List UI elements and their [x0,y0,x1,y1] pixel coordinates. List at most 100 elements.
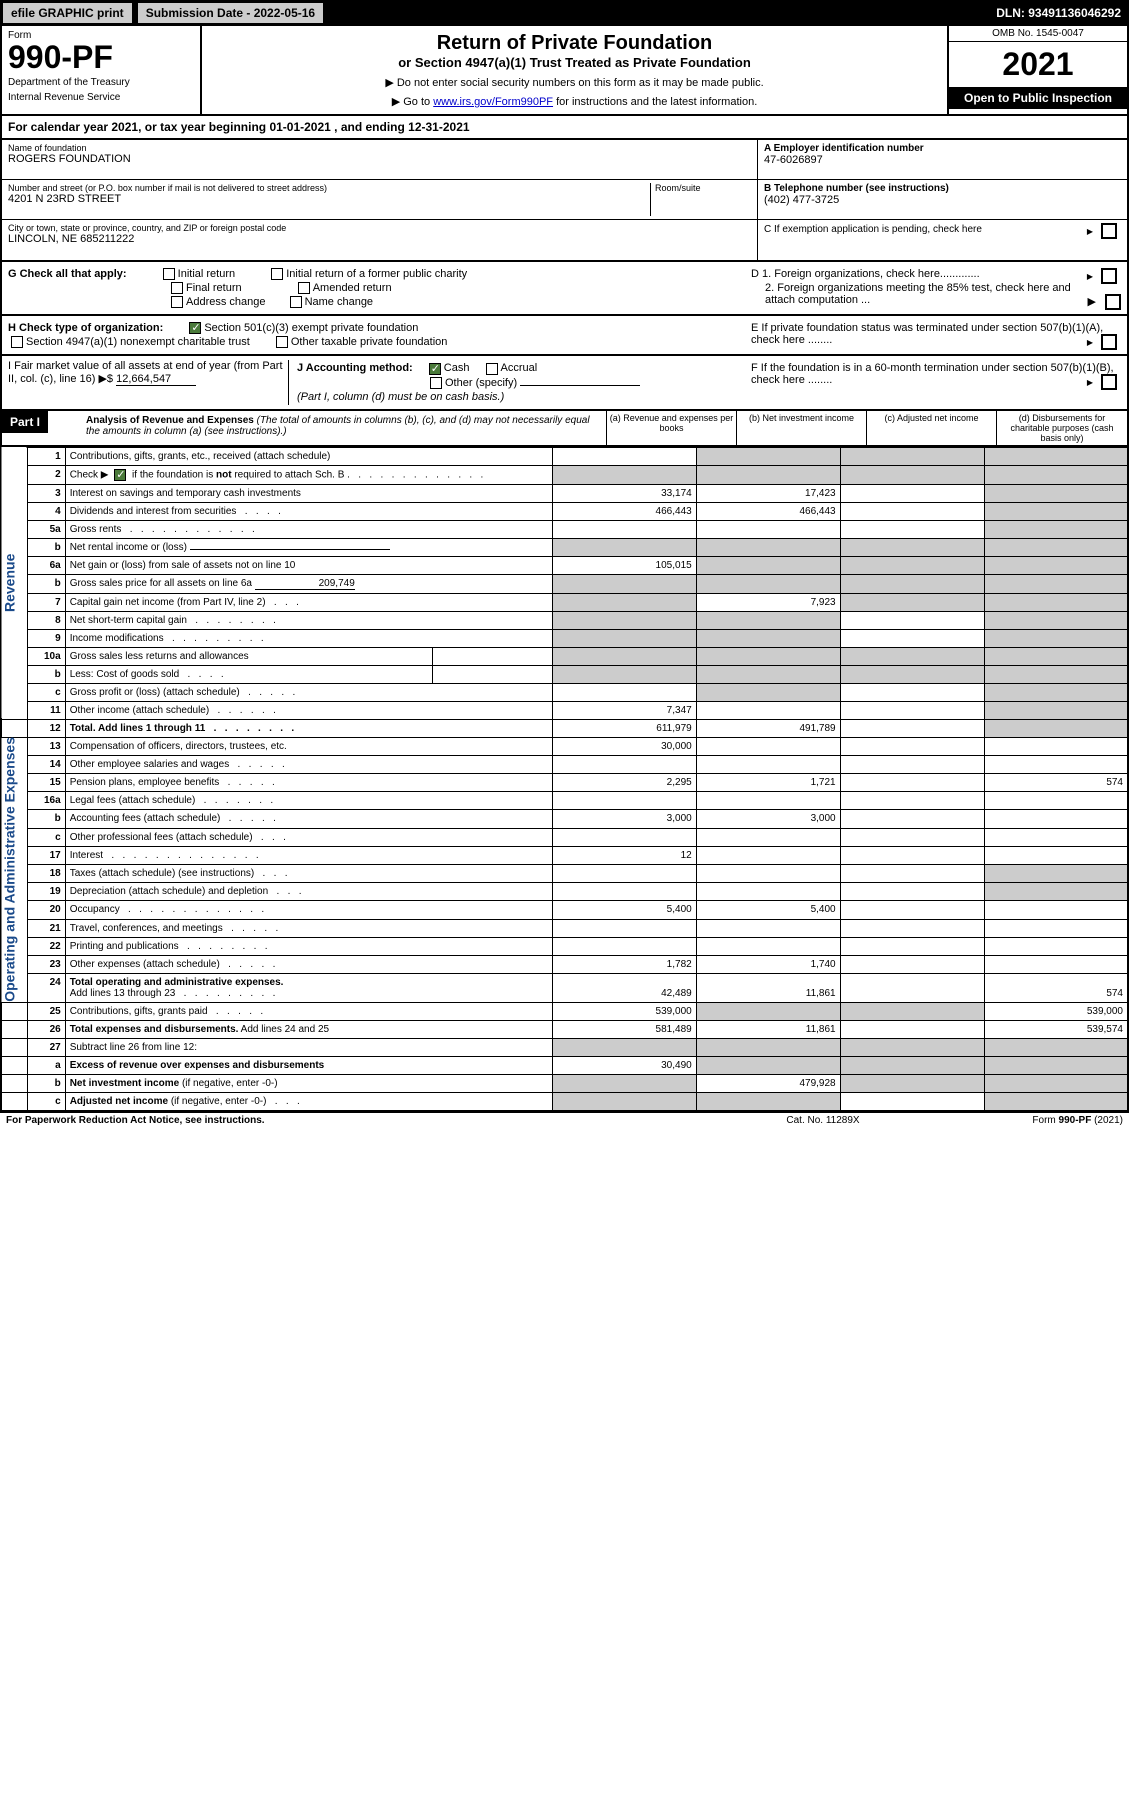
c-checkbox[interactable] [1101,223,1117,239]
j-other-checkbox[interactable] [430,377,442,389]
street-address: 4201 N 23RD STREET [8,193,646,205]
row-num: 16a [28,792,66,810]
row-desc: Income modifications . . . . . . . . . [65,629,552,647]
g4-label: Amended return [313,282,392,294]
phone-row: B Telephone number (see instructions) (4… [758,180,1127,220]
ein-row: A Employer identification number 47-6026… [758,140,1127,180]
row-num: 22 [28,937,66,955]
g-final-checkbox[interactable] [171,282,183,294]
j-cash-checkbox[interactable] [429,363,441,375]
h-501c3-checkbox[interactable] [189,322,201,334]
row-desc: Compensation of officers, directors, tru… [65,737,552,755]
row-num: 2 [28,465,66,484]
row-num: a [28,1057,66,1075]
info-left: Name of foundation ROGERS FOUNDATION Num… [2,140,757,260]
row-num: 18 [28,864,66,882]
dln-label: DLN: 93491136046292 [996,6,1127,20]
row-desc: Occupancy . . . . . . . . . . . . . [65,901,552,919]
phone-value: (402) 477-3725 [764,194,1121,206]
row-desc: Taxes (attach schedule) (see instruction… [65,864,552,882]
row-num: b [28,665,66,683]
cell-val: 33,174 [552,484,696,502]
top-bar: efile GRAPHIC print Submission Date - 20… [0,0,1129,26]
row-desc: Less: Cost of goods sold . . . . [65,665,552,683]
row-desc: Net investment income (if negative, ente… [65,1075,552,1093]
row-num: 7 [28,593,66,611]
row-num: 6a [28,556,66,574]
omb-number: OMB No. 1545-0047 [949,26,1127,42]
row-desc: Other employee salaries and wages . . . … [65,755,552,773]
schb-checkbox[interactable] [114,469,126,481]
addr-label: Number and street (or P.O. box number if… [8,183,646,193]
ein-label: A Employer identification number [764,143,1121,154]
row-desc: Interest . . . . . . . . . . . . . . [65,846,552,864]
cell-val: 7,923 [696,593,840,611]
foundation-name-row: Name of foundation ROGERS FOUNDATION [2,140,757,180]
col-a-header: (a) Revenue and expenses per books [607,411,737,445]
header-right: OMB No. 1545-0047 2021 Open to Public In… [947,26,1127,114]
g-name-checkbox[interactable] [290,296,302,308]
row-num: 8 [28,611,66,629]
d2-checkbox[interactable] [1105,294,1121,310]
cell-val: 539,574 [984,1021,1128,1039]
g-initial-checkbox[interactable] [163,268,175,280]
footer-cat: Cat. No. 11289X [723,1115,923,1126]
row-num: 23 [28,955,66,973]
ein-value: 47-6026897 [764,154,1121,166]
g-address-checkbox[interactable] [171,296,183,308]
h-4947-checkbox[interactable] [11,336,23,348]
efile-print-button[interactable]: efile GRAPHIC print [2,2,133,24]
cell-val: 1,740 [696,955,840,973]
e-checkbox[interactable] [1101,334,1117,350]
g3-label: Final return [186,282,242,294]
g-initial-former-checkbox[interactable] [271,268,283,280]
cell-val: 17,423 [696,484,840,502]
row-desc: Gross profit or (loss) (attach schedule)… [65,683,552,701]
row-desc: Dividends and interest from securities .… [65,502,552,520]
row-num: b [28,574,66,593]
cell-val: 574 [984,974,1128,1003]
row-num: 17 [28,846,66,864]
note-ssn: ▶ Do not enter social security numbers o… [208,76,941,89]
row-num: 9 [28,629,66,647]
row-desc: Accounting fees (attach schedule) . . . … [65,810,552,828]
part1-label: Part I [2,411,48,433]
inline-val: 209,749 [255,578,355,590]
h-other-taxable-checkbox[interactable] [276,336,288,348]
room-label: Room/suite [655,183,751,193]
d1-checkbox[interactable] [1101,268,1117,284]
row-desc: Net rental income or (loss) [65,538,552,556]
check-h-section: H Check type of organization: Section 50… [0,316,1129,356]
f-checkbox[interactable] [1101,374,1117,390]
cell-val: 3,000 [696,810,840,828]
row-desc: Capital gain net income (from Part IV, l… [65,593,552,611]
cell-val: 491,789 [696,719,840,737]
row-desc: Check ▶ if the foundation is not require… [65,465,552,484]
row-desc: Gross sales price for all assets on line… [65,574,552,593]
cell-val: 574 [984,774,1128,792]
row-num: 25 [28,1003,66,1021]
cell-val: 1,782 [552,955,696,973]
row-desc: Total operating and administrative expen… [65,974,552,1003]
row-desc: Contributions, gifts, grants paid . . . … [65,1003,552,1021]
row-desc: Net short-term capital gain . . . . . . … [65,611,552,629]
g-amended-checkbox[interactable] [298,282,310,294]
row-desc: Excess of revenue over expenses and disb… [65,1057,552,1075]
col-c-header: (c) Adjusted net income [867,411,997,445]
check-g-section: G Check all that apply: Initial return I… [0,262,1129,316]
j-accrual-checkbox[interactable] [486,363,498,375]
j1-label: Cash [444,362,470,374]
city-state-zip: LINCOLN, NE 685211222 [8,233,751,245]
irs-link[interactable]: www.irs.gov/Form990PF [433,96,553,108]
col-d-header: (d) Disbursements for charitable purpose… [997,411,1127,445]
submission-date: Submission Date - 2022-05-16 [137,2,324,24]
row-desc: Gross sales less returns and allowances [65,647,552,665]
cell-val: 5,400 [696,901,840,919]
cell-val: 5,400 [552,901,696,919]
j2-label: Accrual [501,362,538,374]
name-label: Name of foundation [8,143,751,153]
row-desc: Total. Add lines 1 through 11 . . . . . … [65,719,552,737]
row-num: 13 [28,737,66,755]
g1-label: Initial return [178,268,235,280]
row-desc: Other expenses (attach schedule) . . . .… [65,955,552,973]
